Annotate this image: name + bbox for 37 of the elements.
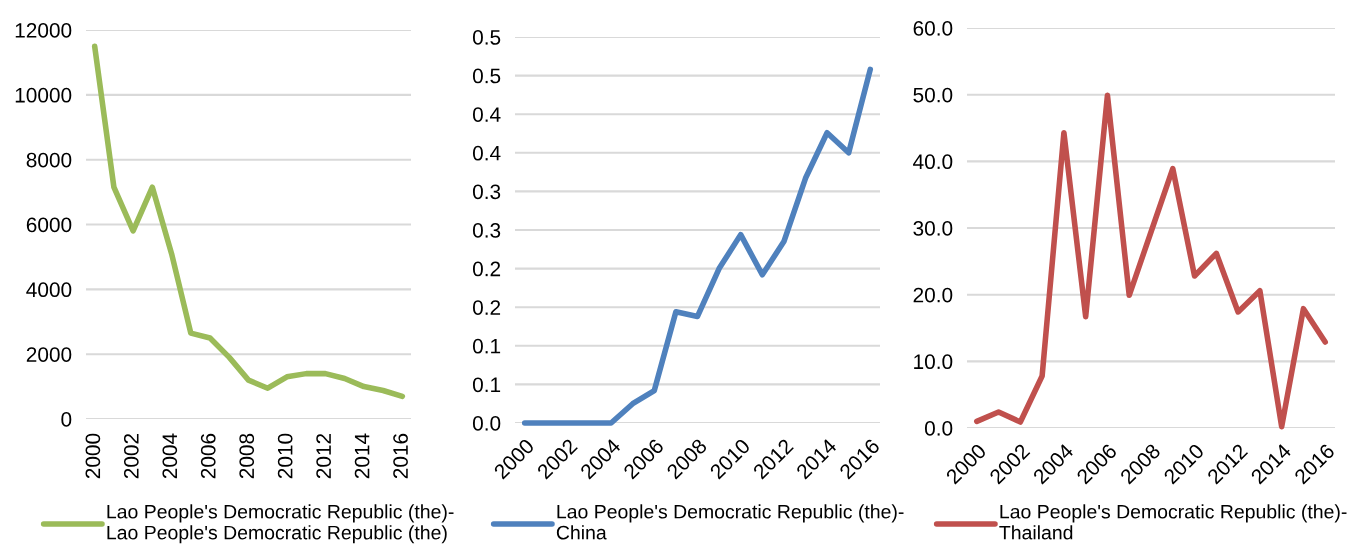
y-tick-label: 50.0	[913, 87, 953, 103]
y-tick-label: 10.0	[914, 354, 953, 370]
y-tick-label: 0.4	[472, 145, 501, 161]
y-tick-label: 0.3	[472, 184, 501, 200]
y-tick-label: 0	[61, 412, 72, 427]
y-tick-label: 40.0	[913, 154, 953, 170]
y-tick-label: 0.1	[472, 377, 501, 393]
x-tick-label: 2006	[200, 433, 216, 479]
legend-label: Lao People's Democratic Republic (the)- Thailand	[999, 504, 1347, 540]
x-tick-label: 2008	[239, 433, 255, 479]
legend-label: Lao People's Democratic Republic (the)- Lao People's Democratic Republic (the)	[107, 504, 454, 544]
x-tick-label: 2004	[162, 433, 178, 479]
y-tick-label: 4000	[26, 282, 72, 298]
y-tick-label: 0.3	[472, 223, 501, 238]
y-tick-label: 60.0	[913, 21, 953, 36]
x-tick-label: 2014	[354, 433, 370, 479]
y-tick-label: 0.0	[472, 416, 501, 431]
y-tick-label: 2000	[26, 347, 72, 362]
y-tick-label: 0.4	[472, 107, 501, 122]
x-tick-label: 2000	[85, 433, 101, 479]
y-tick-label: 12000	[15, 23, 72, 38]
y-tick-label: 8000	[26, 152, 72, 168]
legend-label: Lao People's Democratic Republic (the)- China	[556, 504, 904, 540]
y-tick-label: 0.0	[924, 421, 953, 436]
x-tick-label: 2012	[316, 433, 332, 479]
x-tick-label: 2002	[123, 433, 139, 479]
y-tick-label: 6000	[26, 217, 72, 233]
x-tick-label: 2016	[393, 433, 408, 479]
y-tick-label: 30.0	[913, 221, 953, 236]
x-tick-label: 2010	[277, 433, 293, 479]
y-tick-label: 0.5	[472, 30, 501, 45]
y-tick-label: 0.2	[472, 300, 501, 315]
y-tick-label: 0.5	[472, 68, 501, 84]
y-tick-label: 10000	[15, 87, 72, 103]
y-tick-label: 0.1	[472, 338, 501, 354]
y-tick-label: 20.0	[913, 287, 953, 303]
y-tick-label: 0.2	[472, 261, 501, 277]
